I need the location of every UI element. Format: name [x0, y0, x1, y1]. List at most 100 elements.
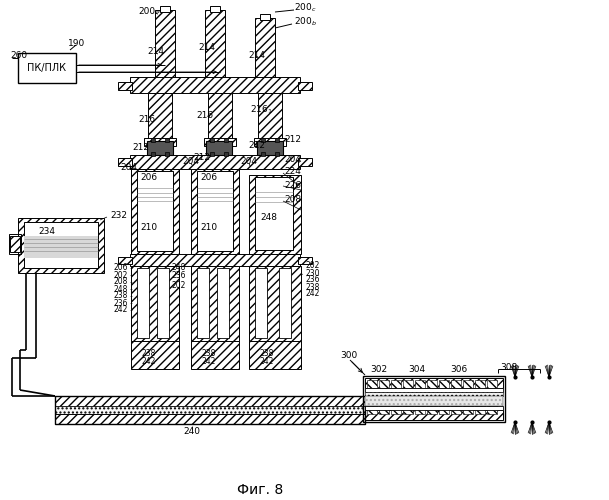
Bar	[415, 406, 425, 414]
Bar	[55, 414, 365, 424]
Bar	[118, 82, 132, 90]
Bar	[210, 138, 214, 142]
Bar	[210, 152, 214, 156]
Text: 248: 248	[113, 284, 127, 294]
Bar	[365, 396, 503, 406]
Text: 302: 302	[370, 366, 387, 374]
Bar	[403, 380, 413, 388]
Bar	[298, 82, 312, 90]
Text: 242: 242	[202, 358, 216, 366]
Bar	[298, 257, 312, 264]
Text: 216$_1$: 216$_1$	[250, 104, 273, 116]
Text: 202: 202	[172, 280, 186, 289]
Text: 200$_b$: 200$_b$	[294, 16, 317, 28]
Bar	[403, 406, 413, 414]
Bar	[130, 254, 300, 266]
Bar	[147, 141, 173, 155]
Text: 226: 226	[284, 180, 301, 190]
Text: Фиг. 8: Фиг. 8	[237, 483, 283, 497]
Text: 206: 206	[113, 264, 127, 272]
Text: 242: 242	[305, 290, 319, 298]
Text: 300: 300	[340, 350, 357, 360]
Text: 206: 206	[140, 174, 157, 182]
Bar	[24, 222, 98, 268]
Text: 216: 216	[138, 116, 155, 124]
Bar	[365, 406, 503, 410]
Bar	[197, 185, 233, 203]
Bar	[427, 380, 437, 388]
Bar	[206, 141, 232, 155]
Bar	[118, 158, 132, 166]
Bar	[210, 6, 220, 12]
Bar	[18, 218, 104, 273]
Bar	[255, 188, 293, 204]
Bar	[130, 155, 300, 169]
Bar	[148, 93, 172, 143]
Text: 190: 190	[68, 38, 85, 48]
Text: 208: 208	[113, 278, 127, 286]
Bar	[415, 380, 425, 388]
Text: 238: 238	[260, 348, 275, 358]
Text: 238: 238	[305, 282, 319, 292]
Bar	[463, 406, 473, 414]
Bar	[204, 138, 236, 146]
Text: 214: 214	[198, 44, 215, 52]
Bar	[255, 177, 293, 250]
Bar	[365, 378, 503, 388]
Text: 204: 204	[284, 156, 301, 164]
Bar	[451, 380, 461, 388]
Text: 242: 242	[113, 306, 127, 314]
Bar	[367, 380, 377, 388]
Text: 236: 236	[305, 276, 320, 284]
Bar	[475, 406, 485, 414]
Text: 242: 242	[260, 358, 275, 366]
Bar	[24, 236, 98, 258]
Text: 204: 204	[240, 158, 257, 166]
Bar	[487, 406, 497, 414]
Bar	[151, 138, 155, 142]
Bar	[151, 152, 155, 156]
Text: 202: 202	[305, 262, 319, 270]
Bar	[165, 138, 169, 142]
Bar	[258, 93, 282, 143]
Bar	[155, 10, 175, 78]
Text: 202: 202	[113, 270, 127, 280]
Text: 208: 208	[284, 196, 301, 204]
Bar	[137, 185, 173, 203]
Bar	[257, 141, 283, 155]
Bar	[165, 152, 169, 156]
Bar	[275, 152, 279, 156]
Bar	[55, 406, 365, 414]
Bar	[363, 376, 505, 422]
Bar	[365, 392, 503, 396]
Bar	[367, 406, 377, 414]
Text: 248: 248	[172, 264, 186, 272]
Bar	[224, 152, 228, 156]
Bar	[249, 341, 301, 369]
Text: 214: 214	[147, 48, 164, 56]
Bar	[137, 268, 149, 338]
Bar	[261, 138, 265, 142]
Text: 306: 306	[450, 366, 467, 374]
Bar	[55, 396, 365, 424]
Bar	[451, 406, 461, 414]
Text: 230: 230	[305, 268, 320, 278]
Bar	[463, 380, 473, 388]
Bar	[160, 6, 170, 12]
Bar	[391, 380, 401, 388]
Bar	[191, 169, 239, 254]
Bar	[197, 171, 233, 251]
Bar	[9, 234, 21, 254]
Bar	[254, 138, 286, 146]
Bar	[208, 93, 232, 143]
Bar	[379, 406, 389, 414]
Text: 236: 236	[172, 272, 186, 280]
Text: 238: 238	[142, 348, 157, 358]
Text: 304: 304	[408, 366, 425, 374]
Bar	[298, 158, 312, 166]
Text: 216: 216	[196, 110, 213, 120]
Text: 204: 204	[182, 158, 199, 166]
Text: 232: 232	[110, 212, 127, 220]
Bar	[365, 388, 503, 392]
Text: $_a$: $_a$	[155, 8, 161, 16]
